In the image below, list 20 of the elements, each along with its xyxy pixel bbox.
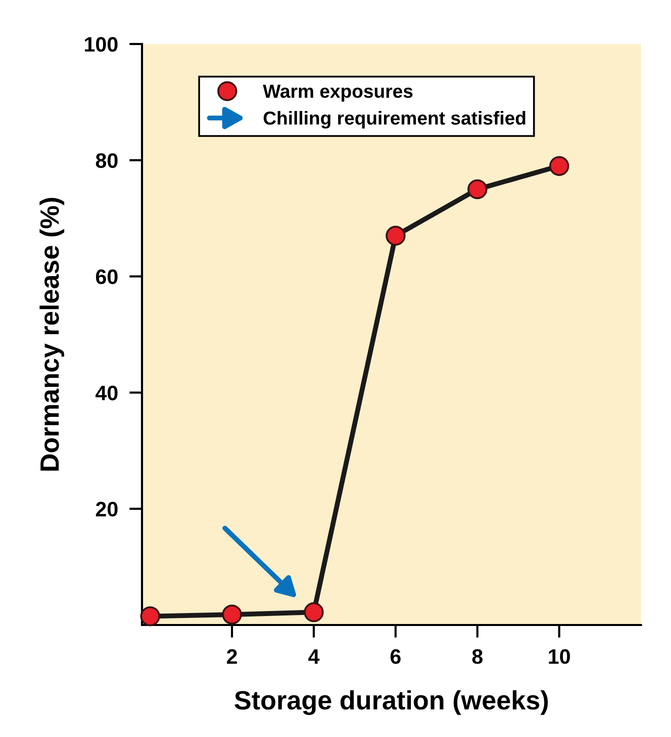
x-tick-label: 4: [308, 649, 320, 664]
y-axis-title: Dormancy release (%): [40, 198, 64, 471]
point: [222, 604, 242, 624]
point: [140, 606, 160, 626]
y-tick-label: 100: [84, 37, 118, 52]
y-tick-label: 40: [96, 386, 118, 400]
point: [386, 226, 406, 246]
point: [549, 156, 570, 176]
y-tick-label: 80: [96, 153, 118, 168]
point: [304, 602, 324, 622]
x-tick-label: 6: [390, 649, 401, 664]
y-tick-label: 60: [96, 269, 118, 284]
x-tick-label: 10: [548, 649, 570, 664]
legend-label: Warm exposures: [262, 84, 413, 102]
x-tick-label: 2: [226, 649, 237, 664]
x-tick-label: 8: [472, 649, 483, 664]
y-tick-label: 20: [96, 502, 118, 517]
point: [467, 179, 488, 200]
x-axis-title: Storage duration (weeks): [234, 690, 548, 715]
annotation: Chilling requirement satisfied: [264, 110, 526, 129]
